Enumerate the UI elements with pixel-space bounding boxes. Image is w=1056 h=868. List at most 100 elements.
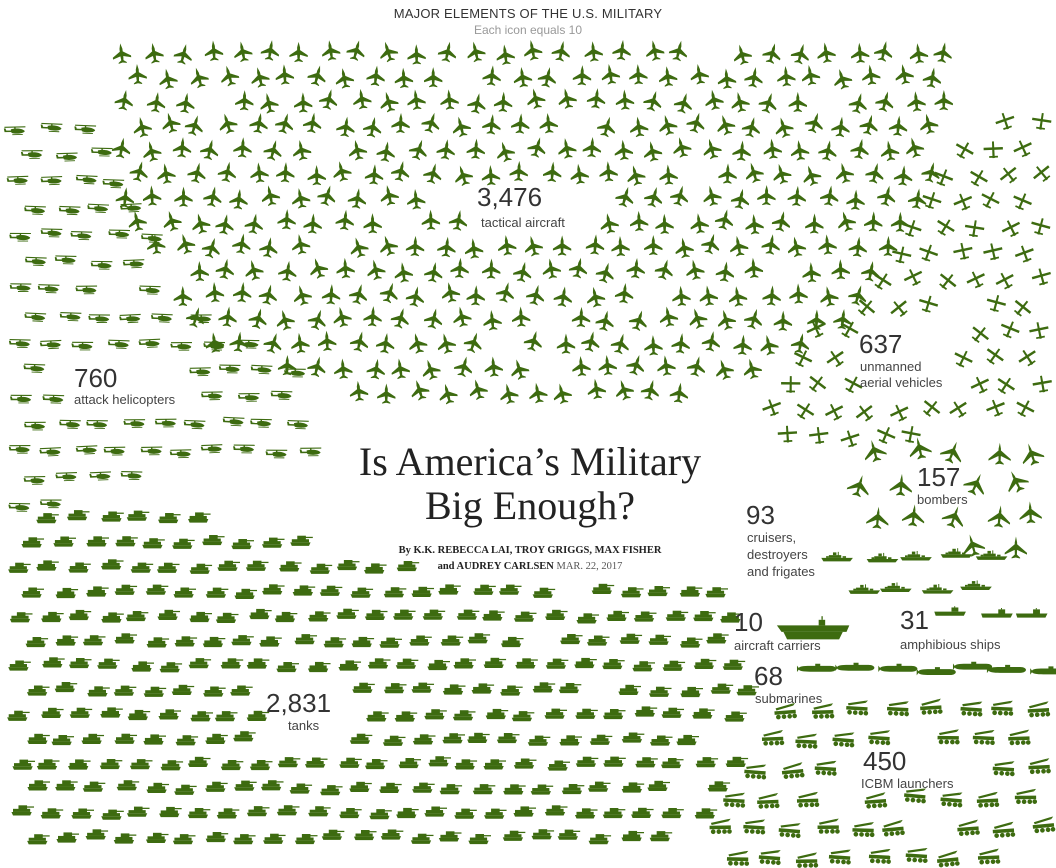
fighter-jet-icon (921, 65, 944, 89)
fighter-jet-icon (159, 110, 182, 135)
fighter-jet-icon (187, 65, 211, 90)
tank-icon (648, 686, 672, 697)
tank-icon (442, 733, 465, 744)
drone-icon (983, 396, 1008, 420)
icbm-launcher-icon (709, 818, 732, 835)
fighter-jet-icon (672, 90, 696, 115)
submarines-label: submarines (755, 691, 823, 706)
tank-icon (587, 781, 611, 792)
uav-icon-group (760, 110, 1055, 450)
tank-icon (156, 562, 180, 573)
fighter-jet-icon (258, 235, 280, 259)
tank-icon (42, 657, 65, 668)
helicopter-icon (75, 174, 98, 185)
tank-icon (249, 760, 273, 771)
fighter-jet-icon (657, 65, 678, 88)
fighter-jet-icon (214, 212, 237, 236)
fighter-jet-icon (231, 232, 253, 255)
helicopter-icon (74, 124, 97, 135)
fighter-jet-icon (732, 139, 752, 162)
fighter-jet-icon (496, 234, 518, 257)
tank-icon (692, 708, 715, 719)
fighter-jet-icon (789, 331, 812, 355)
fighter-jet-icon (743, 65, 765, 89)
tank-icon (647, 586, 671, 597)
fighter-jet-icon (306, 306, 330, 332)
fighter-jet-icon (302, 111, 324, 134)
tank-icon (531, 829, 555, 840)
tank-icon (576, 613, 600, 624)
drone-icon (804, 371, 830, 396)
fighter-jet-icon (464, 39, 487, 64)
icbm-launcher-icon (960, 700, 984, 717)
fighter-jet-icon (405, 88, 427, 111)
fighter-jet-icon (757, 184, 776, 206)
tank-icon (527, 735, 551, 746)
fighter-jet-icon (450, 304, 473, 329)
helicopter-icon (103, 446, 126, 456)
tank-icon (66, 510, 90, 521)
helicopter-icon (23, 363, 46, 373)
tank-icon (467, 732, 490, 743)
fighter-jet-icon (641, 88, 666, 113)
fighter-jet-icon (744, 213, 765, 235)
fighter-jet-icon (330, 304, 353, 329)
tank-icon (55, 635, 79, 646)
tank-icon (205, 781, 228, 792)
helicopter-icon (23, 475, 46, 485)
tank-icon (707, 781, 731, 792)
tank-icon (484, 808, 507, 819)
tank-icon (591, 583, 615, 594)
submarines-value: 68 (754, 661, 783, 691)
helicopter-icon (150, 313, 173, 323)
fighter-jet-icon (216, 160, 239, 184)
tank-icon (56, 832, 80, 843)
tank-icon (189, 563, 213, 574)
fighter-jet-icon (482, 308, 503, 332)
warship-icon (900, 550, 932, 561)
drone-icon (1009, 295, 1035, 321)
tank-icon (71, 808, 94, 819)
fighter-jet-icon (424, 67, 443, 88)
drone-icon (993, 373, 1019, 398)
tank-icon (379, 782, 402, 793)
fighter-jet-icon (389, 159, 413, 183)
tank-icon (188, 512, 211, 523)
fighter-jet-icon (700, 136, 724, 161)
cruisers-label-line1: cruisers, (747, 530, 797, 545)
fighter-jet-icon (450, 257, 470, 279)
bomber-icon (1018, 500, 1043, 524)
helicopter-icon (140, 233, 163, 244)
tank-icon (81, 733, 105, 744)
tank-icon (260, 780, 284, 791)
helicopter-icon (8, 444, 31, 454)
tank-icon (503, 784, 526, 795)
icbm-launcher-icon (1027, 701, 1051, 718)
fighter-jet-icon (334, 208, 356, 231)
icbm-launcher-icon (761, 730, 785, 746)
fighter-jet-icon (770, 209, 793, 233)
tank-icon (261, 537, 285, 548)
tank-icon (382, 735, 406, 746)
tank-icon (101, 809, 124, 820)
fighter-jet-icon (481, 258, 501, 279)
fighter-jet-icon (700, 183, 723, 208)
fighter-jet-icon (407, 377, 432, 403)
fighter-jet-icon (628, 115, 650, 138)
fighter-jet-icon (669, 381, 690, 404)
fighter-jet-icon (439, 280, 462, 304)
tank-icon (146, 782, 170, 793)
tank-icon (146, 637, 170, 648)
drone-icon (1010, 136, 1036, 160)
fighter-jet-icon (805, 213, 824, 234)
tank-icon (289, 783, 313, 794)
tank-icon (143, 734, 166, 745)
drone-icon (777, 425, 798, 444)
tank-icon (547, 760, 571, 771)
tank-icon (320, 785, 343, 796)
tank-icon (339, 757, 362, 768)
fighter-jet-icon (289, 186, 312, 210)
fighter-jet-icon (228, 187, 250, 211)
tank-icon (633, 611, 657, 622)
tank-icon (724, 711, 747, 722)
